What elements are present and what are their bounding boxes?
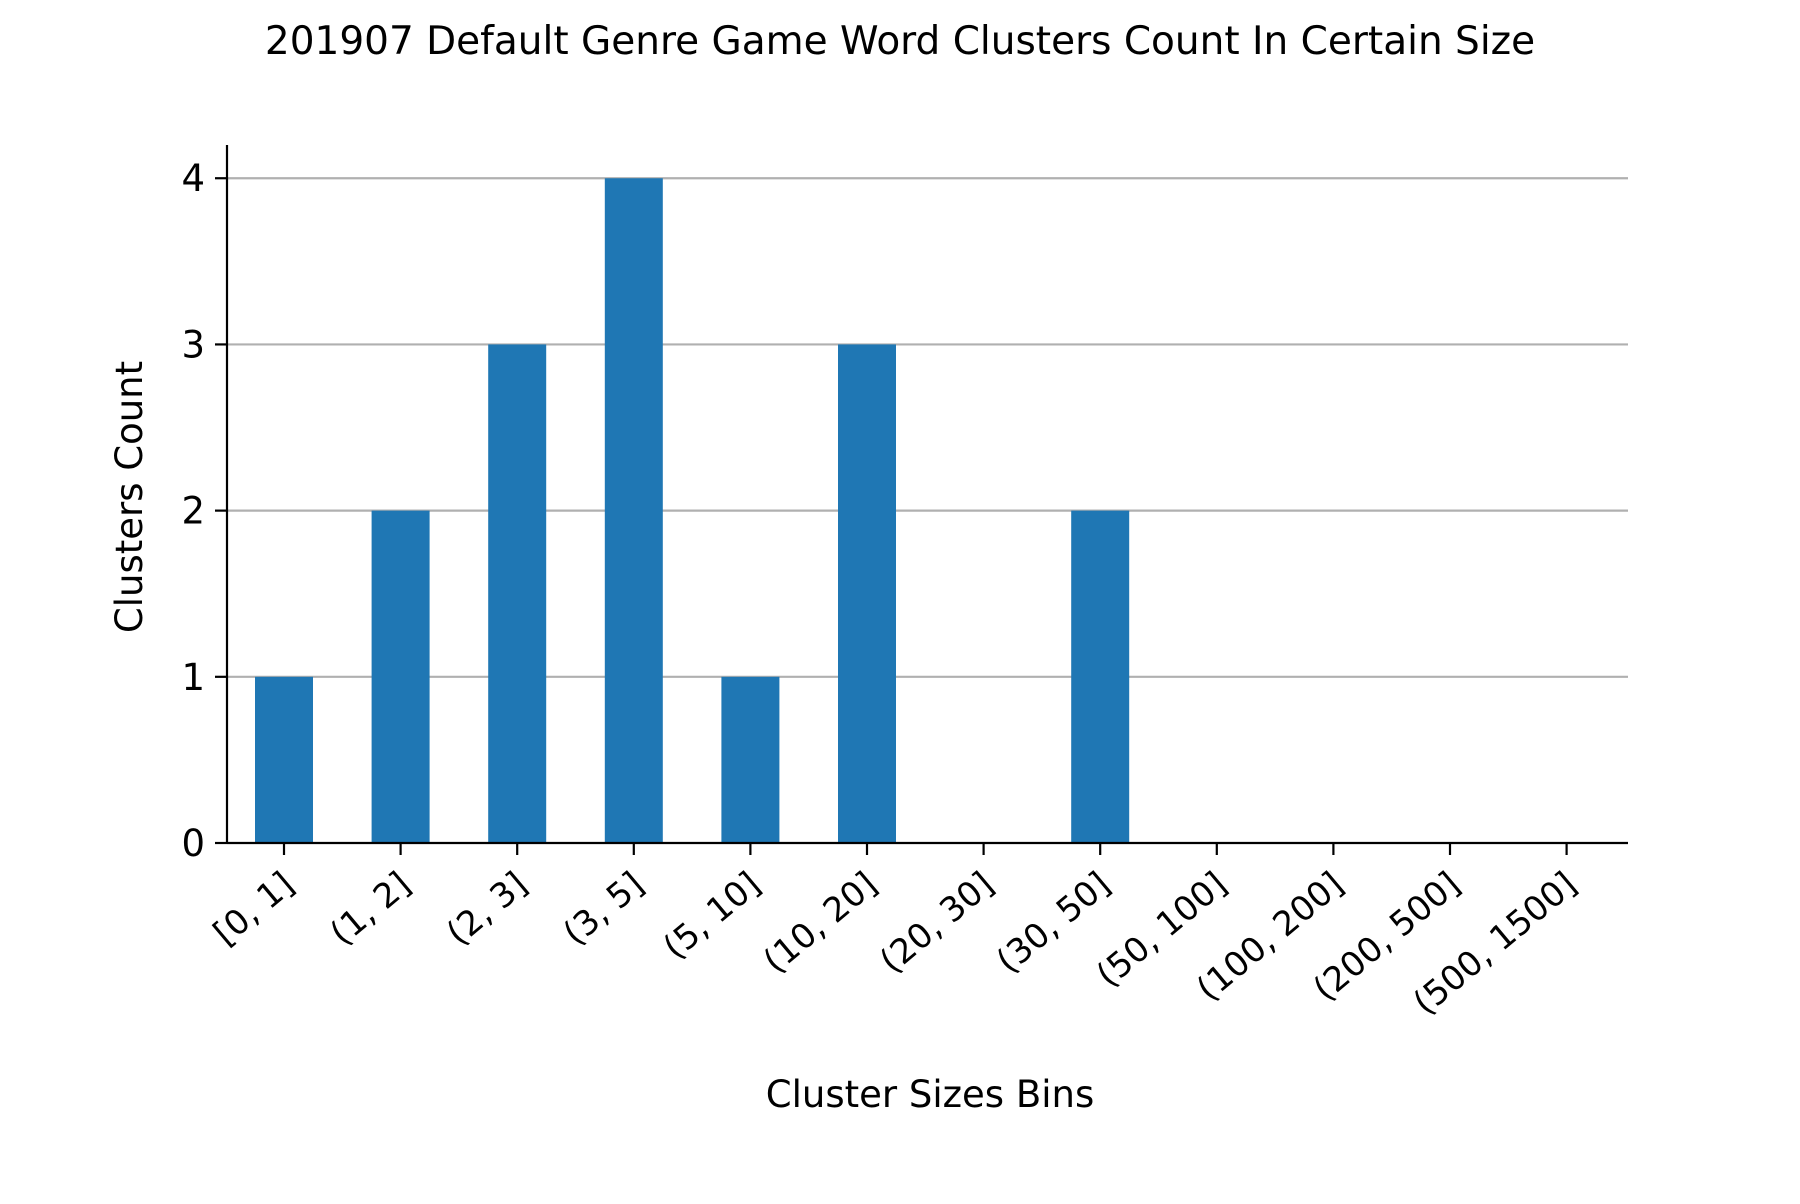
y-tick-label: 4 [181, 157, 205, 200]
gridlines [227, 177, 1628, 678]
x-tick-label: (1, 2] [323, 864, 419, 953]
x-tick-label: (20, 30] [873, 864, 1002, 981]
y-tick-label: 2 [181, 490, 205, 533]
bar [604, 178, 663, 843]
y-tick-label: 1 [181, 656, 205, 699]
y-axis-label: Clusters Count [108, 361, 151, 633]
x-tick-label: [0, 1] [206, 864, 302, 953]
x-axis-label: Cluster Sizes Bins [766, 1073, 1094, 1116]
bar [838, 344, 896, 843]
bar [371, 510, 430, 843]
bar [488, 344, 547, 843]
bars [255, 178, 1130, 843]
y-tick-label: 0 [181, 822, 205, 865]
x-ticks: [0, 1] (1, 2] (2, 3] (3, 5] (5, 10](10, 20](… [206, 843, 1584, 1023]
bar [721, 676, 780, 843]
bar [255, 676, 313, 843]
y-tick-label: 3 [181, 323, 205, 366]
x-tick-label: (10, 20] [756, 864, 885, 981]
axes [225, 145, 1628, 845]
chart-title: 201907 Default Genre Game Word Clusters … [265, 19, 1535, 64]
y-ticks: 0 1 2 3 4 [181, 157, 227, 865]
x-tick-label: (5, 10] [656, 864, 768, 967]
x-tick-label: (2, 3] [439, 864, 535, 953]
x-tick-label: (3, 5] [556, 864, 652, 953]
bar [1071, 510, 1130, 843]
